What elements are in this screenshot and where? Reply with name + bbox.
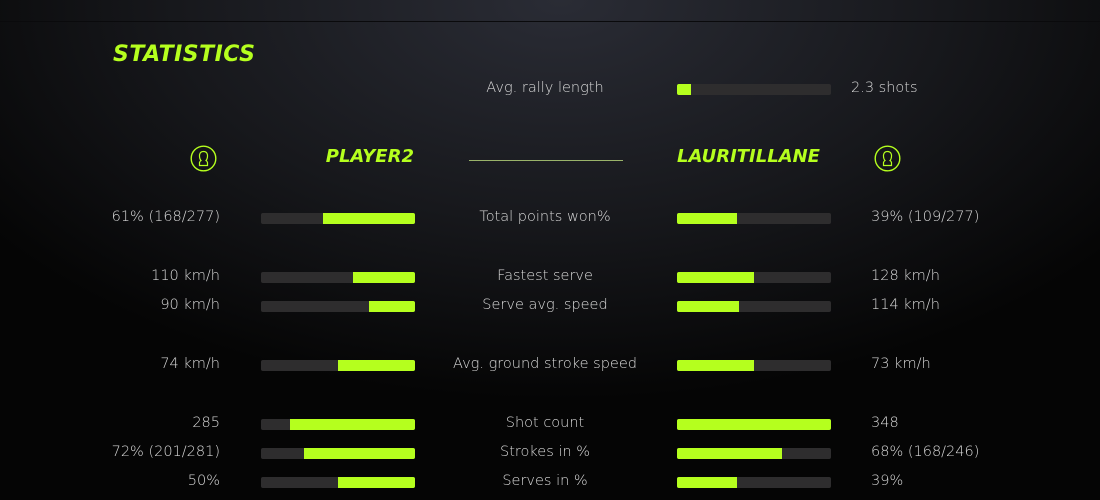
stat-left-bar xyxy=(261,360,415,371)
stat-label: Total points won% xyxy=(479,209,611,225)
stat-left-bar-fill xyxy=(322,213,415,224)
stat-right-value: 128 km/h xyxy=(871,268,940,284)
stat-label: Shot count xyxy=(505,415,585,431)
stat-right-bar xyxy=(677,448,831,459)
rally-value: 2.3 shots xyxy=(851,80,918,96)
stat-left-bar xyxy=(261,213,415,224)
stat-right-bar xyxy=(677,272,831,283)
user-avatar-icon[interactable] xyxy=(190,145,217,172)
stat-left-bar-fill xyxy=(290,419,415,430)
stat-right-bar-fill xyxy=(677,419,831,430)
stat-right-bar-fill xyxy=(677,272,754,283)
stat-left-value: 50% xyxy=(187,473,220,489)
stat-right-bar-fill xyxy=(677,477,738,488)
user-avatar-icon[interactable] xyxy=(874,145,901,172)
stat-left-bar-fill xyxy=(368,301,415,312)
rally-label: Avg. rally length xyxy=(486,80,604,96)
top-divider xyxy=(0,21,1100,22)
player-left-name: PLAYER2 xyxy=(325,146,414,167)
stat-left-bar xyxy=(261,301,415,312)
stat-label: Serve avg. speed xyxy=(482,297,608,313)
stat-label: Fastest serve xyxy=(497,268,593,284)
stat-right-bar xyxy=(677,477,831,488)
stat-right-bar-fill xyxy=(677,360,754,371)
stat-right-bar-fill xyxy=(677,301,739,312)
stat-left-value: 61% (168/277) xyxy=(111,209,220,225)
stat-left-value: 74 km/h xyxy=(160,356,220,372)
rally-bar xyxy=(677,84,831,95)
players-divider xyxy=(469,160,623,161)
stat-left-bar xyxy=(261,448,415,459)
stat-left-bar xyxy=(261,477,415,488)
stat-left-bar xyxy=(261,419,415,430)
rally-bar-fill xyxy=(677,84,691,95)
stat-left-bar-fill xyxy=(338,360,415,371)
stat-right-bar-fill xyxy=(677,213,738,224)
stat-right-bar xyxy=(677,419,831,430)
stat-right-bar xyxy=(677,301,831,312)
stat-left-bar-fill xyxy=(353,272,415,283)
stat-left-value: 72% (201/281) xyxy=(111,444,220,460)
stat-label: Serves in % xyxy=(502,473,588,489)
page-title: STATISTICS xyxy=(113,42,256,67)
stat-right-value: 68% (168/246) xyxy=(871,444,980,460)
stat-left-value: 110 km/h xyxy=(151,268,220,284)
stat-label: Avg. ground stroke speed xyxy=(453,356,637,372)
stat-left-bar xyxy=(261,272,415,283)
stat-right-bar-fill xyxy=(677,448,782,459)
stat-left-value: 285 xyxy=(192,415,220,431)
stat-left-bar-fill xyxy=(304,448,415,459)
stat-right-value: 348 xyxy=(871,415,899,431)
stat-left-bar-fill xyxy=(338,477,415,488)
stat-right-bar xyxy=(677,360,831,371)
stat-right-bar xyxy=(677,213,831,224)
stat-right-value: 73 km/h xyxy=(871,356,931,372)
stat-right-value: 39% (109/277) xyxy=(871,209,980,225)
stat-label: Strokes in % xyxy=(500,444,590,460)
stat-left-value: 90 km/h xyxy=(160,297,220,313)
stat-right-value: 39% xyxy=(871,473,904,489)
player-right-name: LAURITILLANE xyxy=(677,146,820,167)
stat-right-value: 114 km/h xyxy=(871,297,940,313)
